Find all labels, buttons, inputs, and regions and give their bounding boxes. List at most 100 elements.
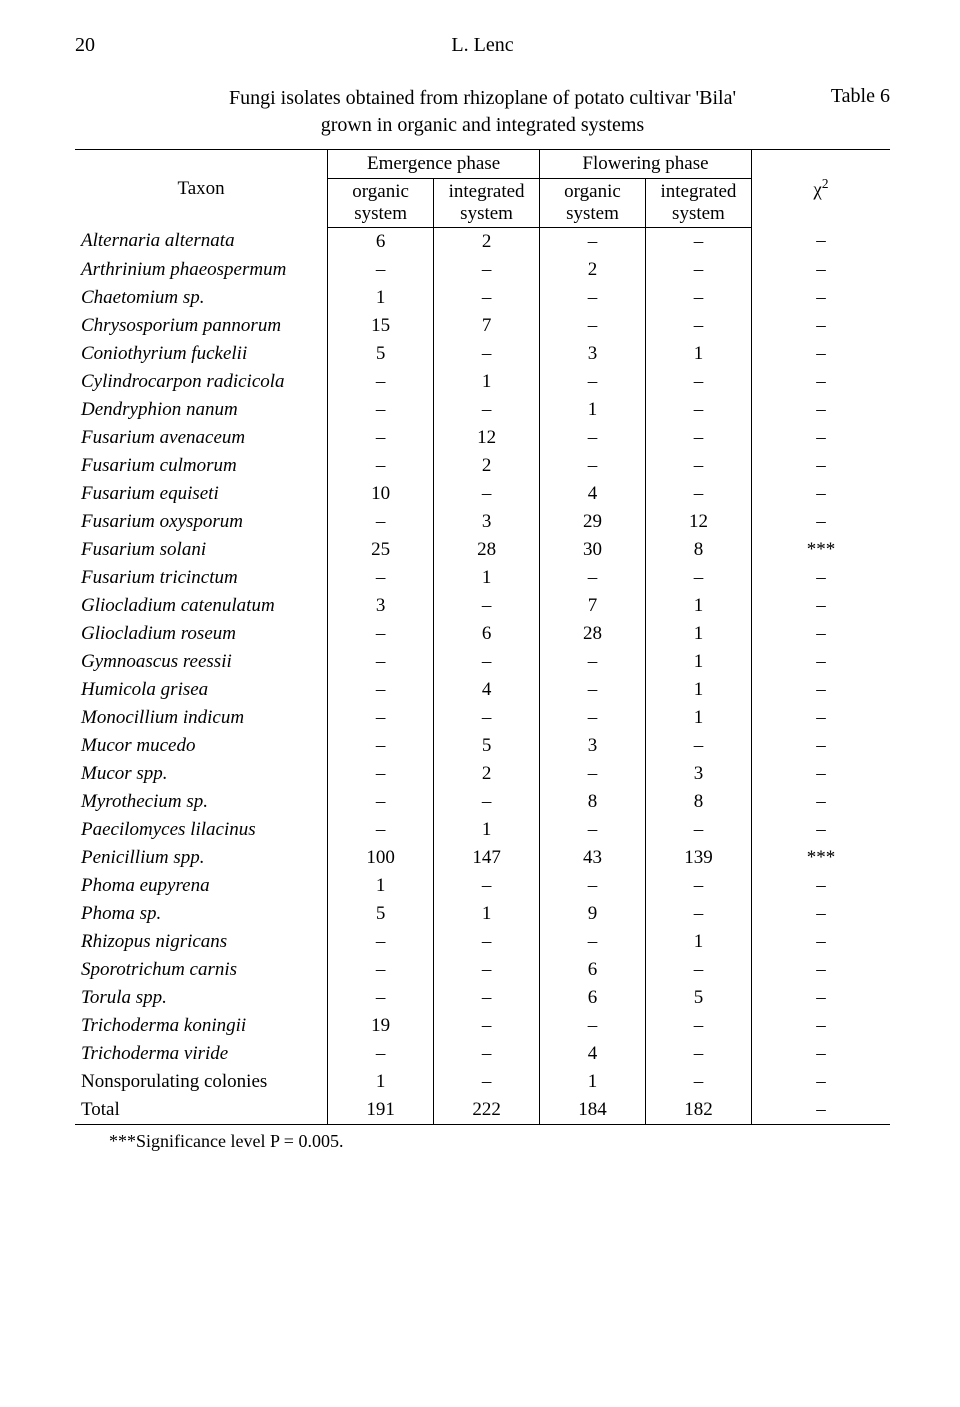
value-cell: 8 (540, 788, 646, 816)
table-row: Trichoderma viride––4–– (75, 1040, 890, 1068)
taxon-cell: Phoma eupyrena (75, 872, 328, 900)
col-header-emergence: Emergence phase (328, 150, 540, 179)
value-cell: – (328, 424, 434, 452)
running-author: L. Lenc (95, 34, 870, 57)
col-header-emg-integrated: integratedsystem (434, 179, 540, 228)
value-cell: – (328, 368, 434, 396)
value-cell: – (751, 620, 890, 648)
taxon-cell: Monocillium indicum (75, 704, 328, 732)
taxon-cell: Penicillium spp. (75, 844, 328, 872)
value-cell: – (434, 648, 540, 676)
value-cell: – (328, 816, 434, 844)
table-row: Arthrinium phaeospermum––2–– (75, 256, 890, 284)
value-cell: 1 (645, 592, 751, 620)
value-cell: 1 (328, 872, 434, 900)
table-row: Phoma eupyrena1–––– (75, 872, 890, 900)
value-cell: – (751, 1040, 890, 1068)
value-cell: – (434, 1040, 540, 1068)
col-header-flw-organic: organicsystem (540, 179, 646, 228)
taxon-cell: Mucor spp. (75, 760, 328, 788)
value-cell: 1 (328, 1068, 434, 1096)
table-row: Alternaria alternata62––– (75, 227, 890, 256)
value-cell: – (645, 900, 751, 928)
value-cell: 1 (645, 340, 751, 368)
value-cell: 184 (540, 1096, 646, 1125)
taxon-cell: Phoma sp. (75, 900, 328, 928)
value-cell: – (328, 956, 434, 984)
value-cell: – (751, 227, 890, 256)
taxon-cell: Fusarium solani (75, 536, 328, 564)
value-cell: – (751, 1012, 890, 1040)
value-cell: – (751, 1068, 890, 1096)
table-row: Paecilomyces lilacinus–1––– (75, 816, 890, 844)
value-cell: – (434, 984, 540, 1012)
value-cell: 5 (645, 984, 751, 1012)
value-cell: 30 (540, 536, 646, 564)
value-cell: 1 (645, 676, 751, 704)
value-cell: 6 (540, 984, 646, 1012)
taxon-cell: Paecilomyces lilacinus (75, 816, 328, 844)
value-cell: – (751, 676, 890, 704)
taxon-cell: Gymnoascus reessii (75, 648, 328, 676)
value-cell: 2 (434, 452, 540, 480)
value-cell: 5 (328, 340, 434, 368)
table-row: Fusarium equiseti10–4–– (75, 480, 890, 508)
value-cell: – (434, 340, 540, 368)
value-cell: – (751, 1096, 890, 1125)
value-cell: – (751, 928, 890, 956)
value-cell: – (645, 256, 751, 284)
value-cell: – (328, 732, 434, 760)
value-cell: 19 (328, 1012, 434, 1040)
value-cell: – (751, 984, 890, 1012)
value-cell: 1 (540, 1068, 646, 1096)
value-cell: – (645, 396, 751, 424)
value-cell: – (751, 816, 890, 844)
value-cell: 28 (540, 620, 646, 648)
value-cell: – (540, 368, 646, 396)
value-cell: – (751, 424, 890, 452)
value-cell: 3 (540, 732, 646, 760)
value-cell: 1 (434, 900, 540, 928)
value-cell: – (645, 368, 751, 396)
table-caption: Fungi isolates obtained from rhizoplane … (75, 85, 890, 139)
value-cell: 6 (434, 620, 540, 648)
taxon-cell: Cylindrocarpon radicicola (75, 368, 328, 396)
value-cell: 7 (434, 312, 540, 340)
table-row: Torula spp.––65– (75, 984, 890, 1012)
value-cell: – (751, 592, 890, 620)
value-cell: 2 (434, 760, 540, 788)
value-cell: – (645, 424, 751, 452)
col-header-flw-integrated: integratedsystem (645, 179, 751, 228)
value-cell: – (751, 704, 890, 732)
value-cell: 1 (328, 284, 434, 312)
table-row: Humicola grisea–4–1– (75, 676, 890, 704)
taxon-cell: Alternaria alternata (75, 227, 328, 256)
value-cell: – (434, 928, 540, 956)
value-cell: 5 (434, 732, 540, 760)
taxon-cell: Nonsporulating colonies (75, 1068, 328, 1096)
value-cell: – (328, 928, 434, 956)
taxon-cell: Fusarium tricinctum (75, 564, 328, 592)
value-cell: – (645, 452, 751, 480)
value-cell: 8 (645, 536, 751, 564)
value-cell: 7 (540, 592, 646, 620)
value-cell: 1 (540, 396, 646, 424)
table-row: Cylindrocarpon radicicola–1––– (75, 368, 890, 396)
value-cell: – (434, 396, 540, 424)
taxon-cell: Chaetomium sp. (75, 284, 328, 312)
value-cell: 5 (328, 900, 434, 928)
taxon-cell: Total (75, 1096, 328, 1125)
table-footnote: ***Significance level P = 0.005. (75, 1131, 890, 1152)
value-cell: 3 (645, 760, 751, 788)
value-cell: – (540, 227, 646, 256)
value-cell: – (540, 312, 646, 340)
value-cell: – (645, 480, 751, 508)
value-cell: – (328, 564, 434, 592)
table-caption-block: Table 6 Fungi isolates obtained from rhi… (75, 85, 890, 139)
value-cell: *** (751, 536, 890, 564)
value-cell: 139 (645, 844, 751, 872)
taxon-cell: Myrothecium sp. (75, 788, 328, 816)
taxon-cell: Fusarium culmorum (75, 452, 328, 480)
value-cell: 1 (645, 704, 751, 732)
value-cell: – (751, 900, 890, 928)
